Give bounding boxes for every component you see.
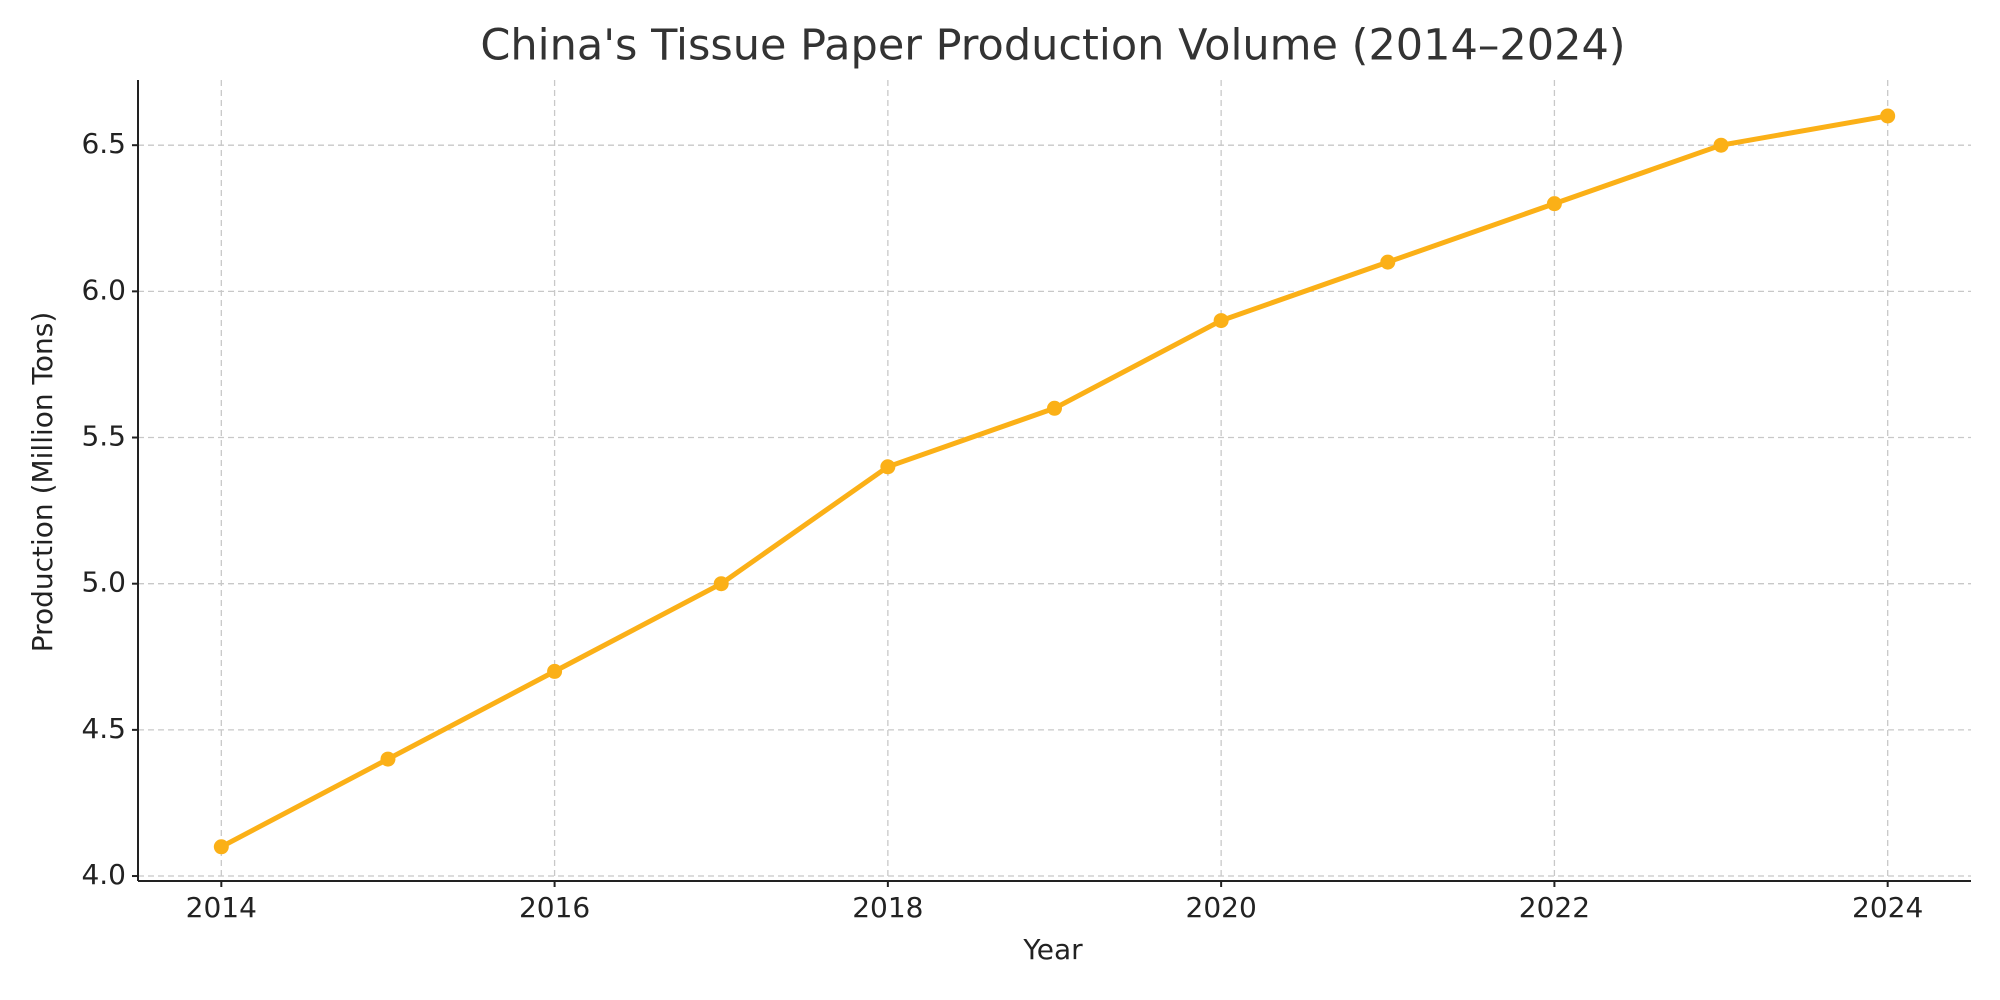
x-axis-label: Year <box>1022 933 1083 966</box>
x-tick-label: 2020 <box>1186 891 1257 924</box>
x-tick-label: 2016 <box>519 891 590 924</box>
y-tick-label: 5.0 <box>81 566 126 599</box>
data-point <box>1880 108 1896 124</box>
x-tick-label: 2024 <box>1852 891 1923 924</box>
data-point <box>213 839 229 855</box>
data-point <box>1213 313 1229 329</box>
x-tick-label: 2018 <box>852 891 923 924</box>
plot-area <box>213 108 1896 855</box>
x-tick-label: 2014 <box>186 891 257 924</box>
chart-title: China's Tissue Paper Production Volume (… <box>480 21 1625 71</box>
y-tick-label: 6.5 <box>81 127 126 160</box>
x-tick-label: 2022 <box>1519 891 1590 924</box>
data-point <box>1380 254 1396 270</box>
data-point <box>1047 400 1062 416</box>
data-point <box>380 751 396 767</box>
y-axis-label: Production (Million Tons) <box>26 312 59 653</box>
data-point <box>547 663 563 679</box>
y-tick-label: 6.0 <box>81 273 126 306</box>
y-tick-label: 4.5 <box>81 712 126 745</box>
data-point <box>1713 137 1729 153</box>
data-point <box>713 576 729 592</box>
y-tick-label: 4.0 <box>81 858 126 891</box>
y-tick-label: 5.5 <box>81 420 126 453</box>
data-point <box>1546 196 1562 212</box>
data-point <box>880 459 896 475</box>
